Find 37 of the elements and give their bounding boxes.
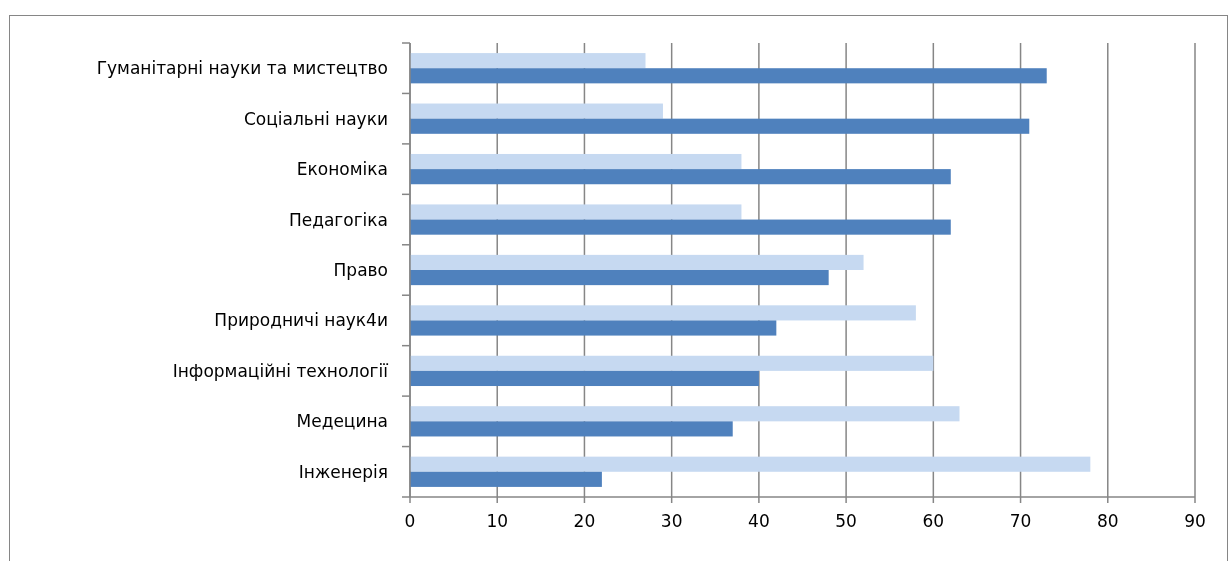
x-tick-label: 60 — [922, 511, 945, 531]
x-tick-label: 10 — [486, 511, 509, 531]
x-tick-label: 30 — [660, 511, 683, 531]
bar — [410, 204, 742, 220]
bar — [410, 421, 733, 437]
bar — [410, 471, 602, 487]
bar — [410, 153, 742, 170]
y-tick-label: Інженерія — [298, 461, 388, 482]
bar — [410, 103, 663, 119]
bar — [410, 219, 951, 235]
y-tick-label: Гуманітарні науки та мистецтво — [96, 58, 388, 79]
bar — [410, 118, 1030, 134]
x-tick-label: 0 — [404, 511, 416, 531]
y-tick-label: Педагогіка — [288, 209, 388, 230]
y-tick-label: Економіка — [296, 159, 388, 180]
x-tick-label: 50 — [835, 511, 857, 531]
y-tick-label: Право — [333, 260, 388, 280]
y-tick-label: Інформаційні технології — [172, 360, 389, 381]
bar — [410, 320, 777, 336]
bar — [410, 254, 864, 270]
x-tick-label: 90 — [1184, 511, 1206, 531]
y-tick-label: Природничі наук4и — [214, 310, 388, 331]
bar — [410, 406, 960, 422]
bar — [410, 53, 646, 69]
bar — [410, 169, 951, 185]
x-tick-label: 40 — [748, 511, 770, 531]
bar — [410, 355, 934, 371]
x-tick-label: 70 — [1009, 511, 1032, 531]
bar — [410, 270, 829, 286]
bar — [410, 456, 1091, 472]
x-tick-label: 20 — [573, 511, 596, 531]
x-tick-label: 80 — [1096, 511, 1119, 531]
y-tick-label: Медецина — [296, 411, 388, 432]
bar — [410, 370, 759, 387]
bar — [410, 305, 916, 321]
bar — [410, 68, 1047, 84]
y-tick-label: Соціальні науки — [243, 108, 388, 129]
